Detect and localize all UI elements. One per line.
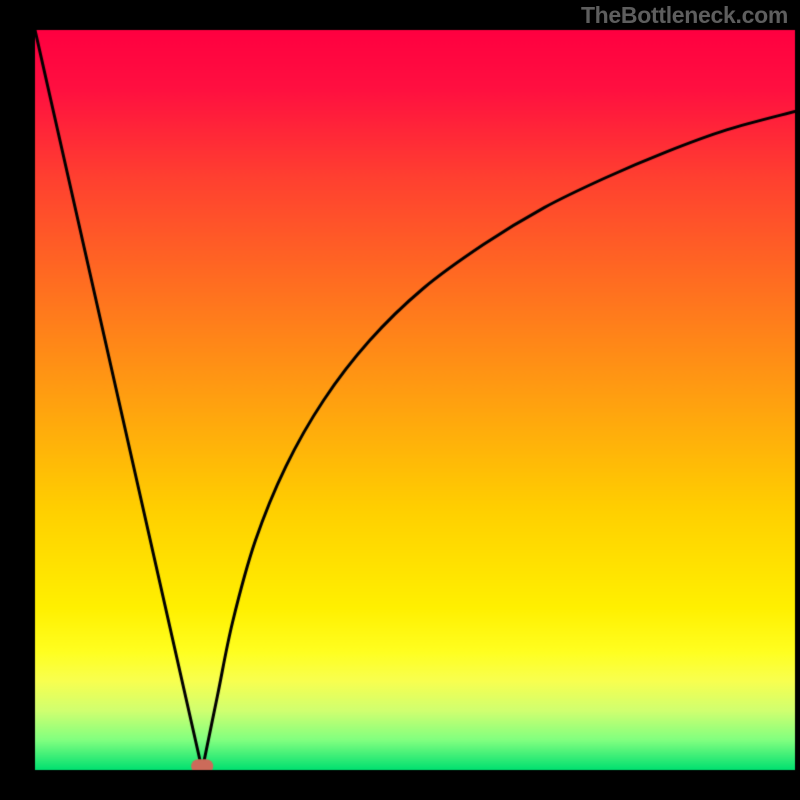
- watermark-label: TheBottleneck.com: [581, 2, 788, 29]
- bottleneck-chart-canvas: [0, 0, 800, 800]
- chart-container: TheBottleneck.com: [0, 0, 800, 800]
